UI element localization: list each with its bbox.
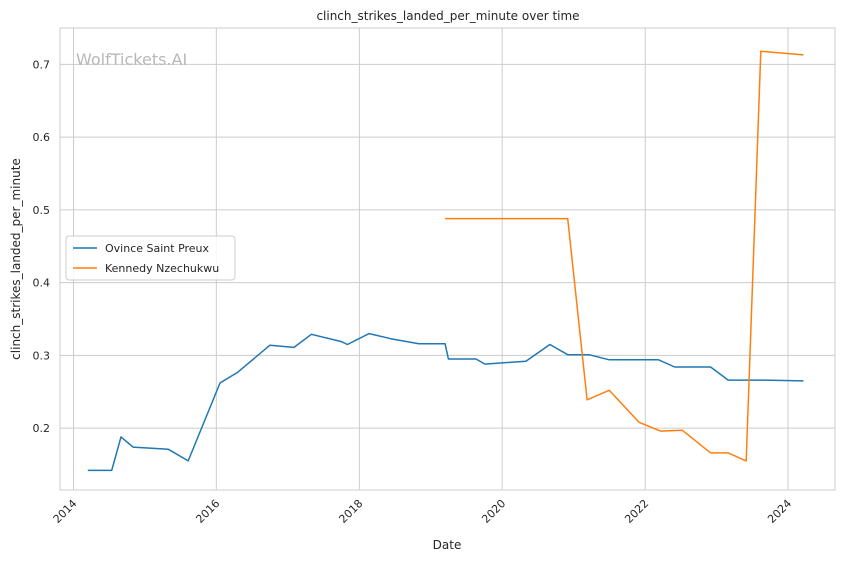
series-line-kennedy <box>445 50 804 462</box>
y-tick-label: 0.2 <box>33 422 51 435</box>
grid <box>60 28 835 490</box>
y-tick-label: 0.3 <box>33 349 51 362</box>
legend: Ovince Saint Preux Kennedy Nzechukwu <box>65 235 236 281</box>
series-layer <box>87 50 804 472</box>
x-tick-label: 2020 <box>479 497 508 526</box>
y-tick-label: 0.7 <box>33 58 51 71</box>
x-tick-label: 2016 <box>193 497 222 526</box>
y-tick-label: 0.5 <box>33 204 51 217</box>
y-axis-label: clinch_strikes_landed_per_minute <box>9 158 23 360</box>
y-axis-ticks: 0.2 0.3 0.4 0.5 0.6 0.7 <box>33 58 51 435</box>
x-tick-label: 2024 <box>765 497 794 526</box>
legend-box <box>65 235 236 281</box>
series-line-ovince <box>87 332 804 472</box>
x-axis-label: Date <box>433 538 462 552</box>
x-tick-label: 2014 <box>51 497 80 526</box>
y-tick-label: 0.6 <box>33 131 51 144</box>
x-axis-ticks: 2014 2016 2018 2020 2022 2024 <box>51 497 795 526</box>
legend-label-kennedy: Kennedy Nzechukwu <box>105 262 219 275</box>
watermark: WolfTickets.AI <box>76 50 187 69</box>
x-tick-label: 2022 <box>622 497 651 526</box>
x-tick-label: 2018 <box>336 497 365 526</box>
chart-title: clinch_strikes_landed_per_minute over ti… <box>316 9 579 23</box>
plot-frame <box>59 27 836 491</box>
y-tick-label: 0.4 <box>33 277 51 290</box>
legend-label-ovince: Ovince Saint Preux <box>105 242 210 255</box>
